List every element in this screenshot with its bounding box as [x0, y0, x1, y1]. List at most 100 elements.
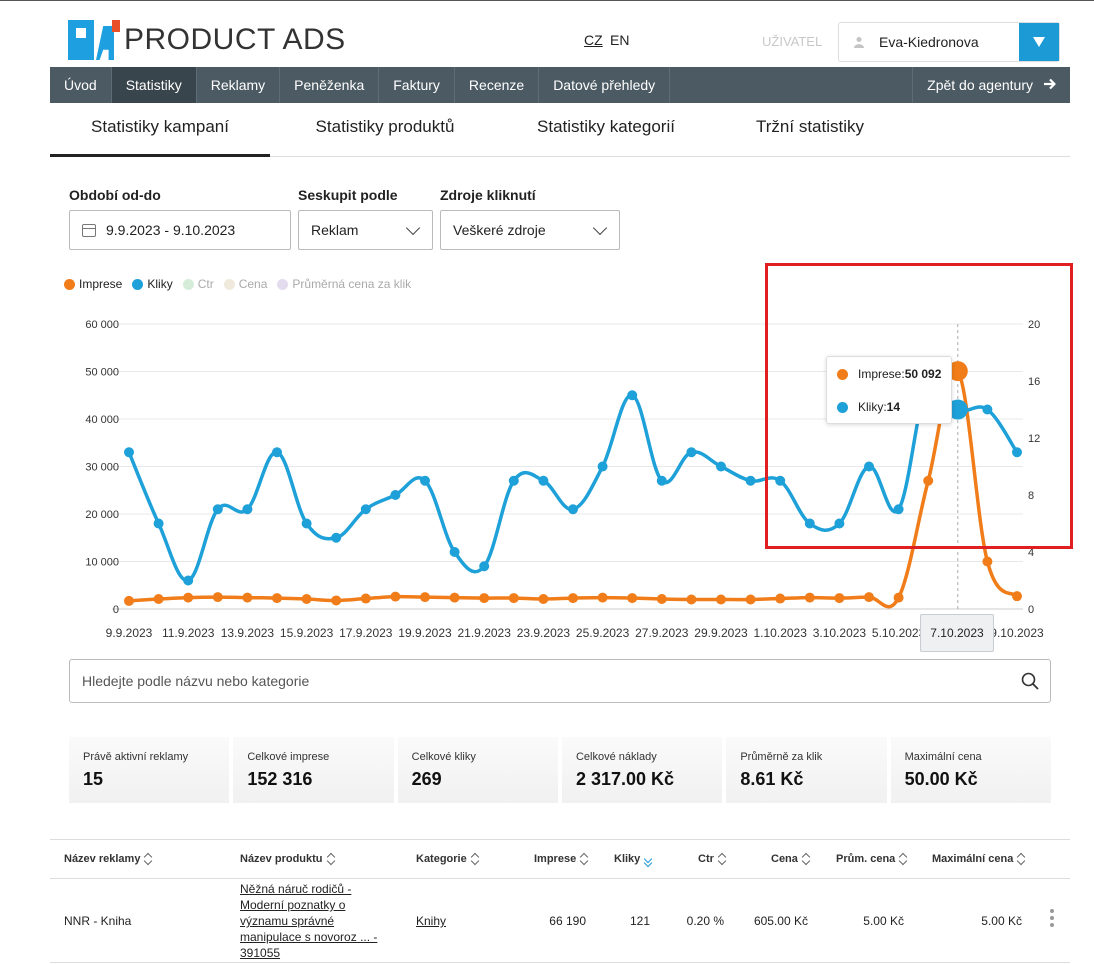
period-date-input[interactable]: 9.9.2023 - 9.10.2023	[69, 210, 291, 250]
th-category[interactable]: Kategorie	[416, 853, 479, 865]
th-avg-price[interactable]: Prům. cena	[836, 853, 907, 865]
tab-statistiky-kategorii[interactable]: Statistiky kategorií	[516, 103, 696, 157]
product-line: Moderní poznatky o	[240, 898, 346, 912]
tab-label: Tržní statistiky	[756, 117, 864, 136]
th-ad-name[interactable]: Název reklamy	[64, 853, 152, 865]
search-input[interactable]	[82, 661, 1010, 701]
card-label: Maximální cena	[904, 751, 982, 763]
tab-statistiky-produktu[interactable]: Statistiky produktů	[290, 103, 480, 157]
sort-icon	[802, 854, 810, 864]
x-tick-label: 17.9.2023	[339, 626, 393, 640]
stats-chart[interactable]: 0 10 000 20 000 30 000 40 000 50 000 60 000 0 4 8…	[0, 300, 1094, 650]
data-point-imprese	[923, 475, 934, 486]
x-tick-label: 19.9.2023	[398, 626, 452, 640]
card-label: Celkové náklady	[575, 751, 657, 763]
data-point-kliky	[153, 518, 164, 529]
cell-category-link[interactable]: Knihy	[416, 914, 447, 928]
data-point-imprese	[508, 593, 519, 604]
legend-item-kliky[interactable]: Kliky	[132, 277, 173, 291]
nav-label: Úvod	[64, 77, 97, 93]
data-point-imprese	[390, 591, 401, 602]
group-by-select[interactable]: Reklam	[298, 210, 433, 250]
th-label: Maximální cena	[932, 853, 1014, 865]
row-menu-icon[interactable]	[1050, 909, 1054, 930]
x-tick-label: 11.9.2023	[162, 626, 215, 640]
card-active-ads: Právě aktivní reklamy 15	[69, 737, 230, 803]
card-value: 269	[411, 769, 442, 789]
data-point-kliky	[982, 404, 993, 415]
click-source-select[interactable]: Veškeré zdroje	[440, 210, 620, 250]
card-label: Celkové imprese	[247, 751, 330, 763]
th-clicks[interactable]: Kliky	[614, 853, 652, 865]
nav-label: Reklamy	[210, 77, 266, 93]
th-impressions[interactable]: Imprese	[534, 853, 588, 865]
tab-label: Statistiky kampaní	[91, 117, 229, 136]
cell-product-link[interactable]: Něžná náruč rodičů - Moderní poznatky o …	[240, 881, 377, 961]
card-total-clicks: Celkové kliky 269	[397, 737, 558, 803]
cell-clicks: 121	[629, 914, 650, 928]
tooltip-value: 50 092	[904, 367, 942, 381]
cell-avg-price: 5.00 Kč	[863, 914, 904, 928]
x-tick-label: 13.9.2023	[221, 626, 275, 640]
search-icon[interactable]	[1010, 672, 1050, 690]
th-label: Název reklamy	[64, 853, 141, 865]
nav-item-reklamy[interactable]: Reklamy	[197, 67, 281, 103]
data-point-kliky	[420, 475, 430, 486]
chevron-down-icon	[405, 220, 421, 236]
chart-svg: 0 10 000 20 000 30 000 40 000 50 000 60 000 0 4 8…	[85, 319, 1044, 640]
legend-label: Imprese	[79, 277, 123, 291]
th-ctr[interactable]: Ctr	[698, 853, 726, 865]
tooltip-dot	[837, 368, 848, 380]
lang-en-link[interactable]: EN	[610, 32, 630, 48]
tab-statistiky-kampani[interactable]: Statistiky kampaní	[50, 103, 270, 157]
nav-item-faktury[interactable]: Faktury	[379, 67, 455, 103]
legend-item-imprese[interactable]: Imprese	[64, 277, 122, 291]
nav-item-uvod[interactable]: Úvod	[50, 67, 112, 103]
data-point-kliky	[686, 447, 697, 458]
tab-label: Statistiky produktů	[315, 117, 455, 136]
product-line: Něžná náruč rodičů -	[240, 882, 352, 896]
x-tick-label: 27.9.2023	[635, 626, 689, 640]
tab-trzni-statistiky[interactable]: Tržní statistiky	[740, 103, 880, 157]
nav-item-datove-prehledy[interactable]: Datové přehledy	[539, 67, 671, 103]
data-point-kliky	[479, 561, 490, 572]
nav-item-penezenka[interactable]: Peněženka	[280, 67, 380, 103]
nav-item-recenze[interactable]: Recenze	[455, 67, 540, 103]
user-dropdown-button[interactable]	[1019, 23, 1059, 61]
nav-label: Faktury	[393, 77, 440, 93]
legend-item-prumerna-cena[interactable]: Průměrná cena za klik	[277, 277, 411, 291]
data-point-imprese	[775, 593, 786, 604]
data-point-kliky	[301, 518, 312, 529]
user-select[interactable]: Eva-Kiedronova	[838, 22, 1060, 62]
x-tick-label: 1.10.2023	[754, 626, 808, 640]
sort-icon	[1017, 854, 1025, 864]
table-header: Název reklamy Název produktu Kategorie I…	[50, 839, 1070, 879]
th-product-name[interactable]: Název produktu	[240, 853, 335, 865]
back-to-agency-button[interactable]: Zpět do agentury	[912, 67, 1070, 103]
data-point-kliky	[449, 547, 460, 557]
th-max-price[interactable]: Maximální cena	[932, 853, 1025, 865]
tooltip-row-imprese: Imprese: 50 092	[837, 367, 941, 381]
cell-impressions: 66 190	[549, 914, 586, 928]
tooltip-label: Imprese:	[858, 367, 905, 381]
logo[interactable]: PRODUCT ADS	[68, 20, 346, 60]
legend-item-ctr[interactable]: Ctr	[182, 277, 214, 291]
nav-label: Statistiky	[125, 77, 182, 93]
card-value: 8.61 Kč	[740, 769, 804, 789]
data-point-imprese	[212, 592, 223, 603]
lang-cz-link[interactable]: CZ	[584, 32, 603, 48]
sort-icon	[580, 854, 588, 864]
x-tick-label: 25.9.2023	[576, 626, 630, 640]
period-label: Období od-do	[69, 187, 161, 203]
nav-item-statistiky[interactable]: Statistiky	[111, 67, 197, 103]
legend-item-cena[interactable]: Cena	[223, 277, 267, 291]
data-point-kliky	[1012, 447, 1022, 458]
data-point-imprese	[479, 593, 490, 604]
th-price[interactable]: Cena	[771, 853, 810, 865]
data-point-imprese	[745, 594, 756, 605]
data-point-kliky	[538, 475, 549, 486]
th-label: Kategorie	[416, 853, 467, 865]
product-line: významu správné	[240, 914, 335, 928]
legend-dot	[223, 278, 235, 290]
sort-icon	[718, 854, 726, 864]
